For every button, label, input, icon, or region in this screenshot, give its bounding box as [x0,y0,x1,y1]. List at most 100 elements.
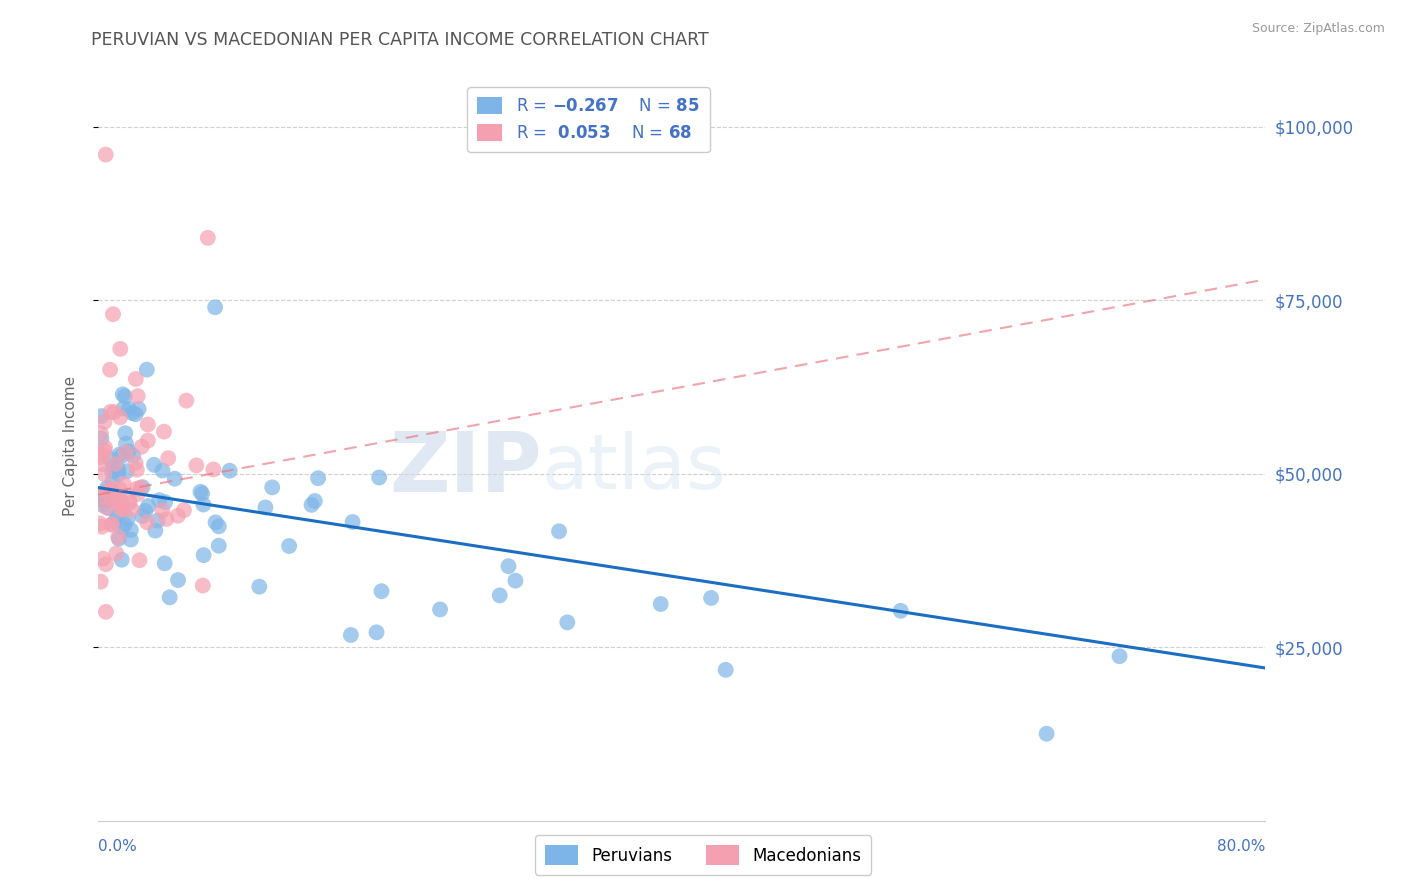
Point [650,597,672,611]
Point [97,493,120,508]
Point [157,451,180,466]
Point [173,503,195,517]
Point [193,498,215,512]
Point [107,492,129,507]
Point [202,462,225,476]
Point [97,501,120,516]
Point [101,464,124,478]
Y-axis label: Per Capita Income: Per Capita Income [63,376,77,516]
Point [208,519,231,533]
Text: 80.0%: 80.0% [1218,839,1265,855]
Point [143,458,166,472]
Point [176,393,198,408]
Point [218,464,240,478]
Point [111,502,134,516]
Point [110,497,132,511]
Point [368,470,391,484]
Point [190,484,212,499]
Point [104,457,127,471]
Point [110,342,132,356]
Point [488,588,510,602]
Point [247,580,270,594]
Point [107,462,129,476]
Point [112,401,135,416]
Point [117,511,139,525]
Point [105,546,128,560]
Point [94,441,117,455]
Point [103,459,125,474]
Point [114,517,136,532]
Point [118,401,141,416]
Point [108,410,131,425]
Point [163,472,186,486]
Point [304,494,326,508]
Point [890,604,912,618]
Point [90,574,112,589]
Point [90,520,112,534]
Point [93,467,115,482]
Point [89,516,111,531]
Point [98,452,121,467]
Point [153,557,176,571]
Point [127,487,149,501]
Point [131,440,153,454]
Point [107,530,129,544]
Point [1108,649,1130,664]
Point [111,520,134,534]
Point [101,493,124,508]
Point [96,481,118,495]
Point [148,493,170,508]
Point [125,463,148,477]
Point [91,551,114,566]
Point [107,508,129,523]
Point [153,495,176,509]
Point [100,405,122,419]
Point [90,432,112,446]
Point [136,417,159,432]
Point [208,539,231,553]
Point [366,625,388,640]
Point [152,503,174,517]
Point [124,407,146,421]
Point [114,426,136,441]
Point [120,523,142,537]
Text: 0.0%: 0.0% [98,839,138,855]
Point [104,515,127,529]
Point [342,515,364,529]
Point [548,524,571,539]
Point [134,504,156,518]
Point [714,663,737,677]
Point [111,449,134,463]
Point [557,615,579,630]
Point [153,425,176,439]
Point [186,458,208,473]
Point [91,448,114,462]
Point [278,539,301,553]
Point [122,449,145,463]
Point [136,516,159,530]
Point [101,474,124,488]
Text: PERUVIAN VS MACEDONIAN PER CAPITA INCOME CORRELATION CHART: PERUVIAN VS MACEDONIAN PER CAPITA INCOME… [91,31,709,49]
Point [121,406,143,420]
Point [370,584,392,599]
Point [98,362,121,376]
Point [204,300,226,314]
Point [96,500,118,515]
Point [152,464,174,478]
Point [101,517,124,532]
Point [167,573,190,587]
Point [307,471,329,485]
Point [254,500,277,515]
Text: Source: ZipAtlas.com: Source: ZipAtlas.com [1251,22,1385,36]
Point [118,496,141,510]
Point [100,483,122,497]
Point [93,443,115,458]
Legend: R = $\mathbf{-0.267}$    N = $\mathbf{85}$, R = $\mathbf{\ 0.053}$    N = $\math: R = $\mathbf{-0.267}$ N = $\mathbf{85}$,… [467,87,710,152]
Point [90,498,112,512]
Point [112,476,135,491]
Point [120,533,142,547]
Point [108,448,131,462]
Point [700,591,723,605]
Point [1035,727,1057,741]
Point [136,434,159,448]
